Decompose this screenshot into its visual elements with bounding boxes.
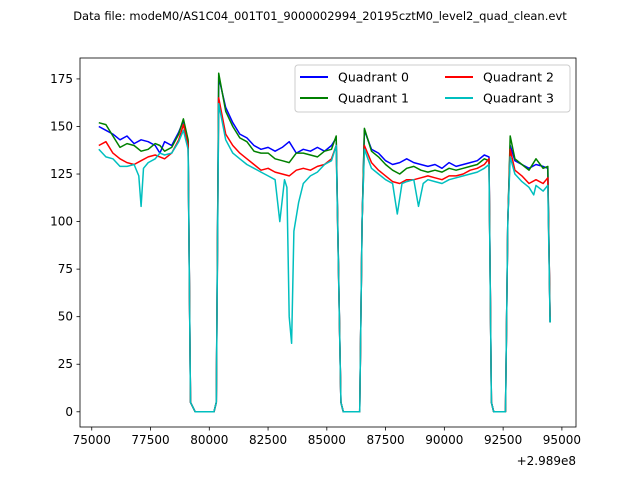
y-tick-label: 125 [50,167,73,181]
y-tick-label: 100 [50,215,73,229]
x-tick-label: 82500 [249,433,287,447]
x-offset-label: +2.989e8 [517,454,576,468]
axes-frame [79,57,577,428]
series-line-quadrant-0 [98,76,551,413]
y-tick-label: 150 [50,119,73,133]
y-tick-label: 175 [50,72,73,86]
legend-frame [294,64,571,113]
legend-label-quadrant-1: Quadrant 1 [338,91,409,106]
chart-title: Data file: modeM0/AS1C04_001T01_90000029… [73,9,567,23]
series-line-quadrant-2 [98,97,551,413]
x-tick-label: 95000 [543,433,581,447]
series-line-quadrant-1 [98,72,551,413]
y-tick-label: 25 [58,357,73,371]
x-tick-label: 80000 [190,433,228,447]
axes: 75000 77500 80000 82500 85000 87500 90000 92500… [50,57,581,447]
x-tick-label: 92500 [484,433,522,447]
x-tick-label: 85000 [308,433,346,447]
legend-label-quadrant-0: Quadrant 0 [338,70,409,85]
x-tick-label: 77500 [131,433,169,447]
legend-label-quadrant-2: Quadrant 2 [483,70,554,85]
plot-area [98,72,551,413]
legend: Quadrant 0 Quadrant 1 Quadrant 2 Quadrant 3 [294,64,571,113]
x-tick-label: 90000 [425,433,463,447]
legend-label-quadrant-3: Quadrant 3 [483,91,554,106]
series-line-quadrant-3 [98,102,551,413]
y-tick-label: 0 [65,405,73,419]
y-tick-label: 50 [58,310,73,324]
y-tick-label: 75 [58,262,73,276]
x-tick-label: 75000 [73,433,111,447]
x-tick-label: 87500 [366,433,404,447]
